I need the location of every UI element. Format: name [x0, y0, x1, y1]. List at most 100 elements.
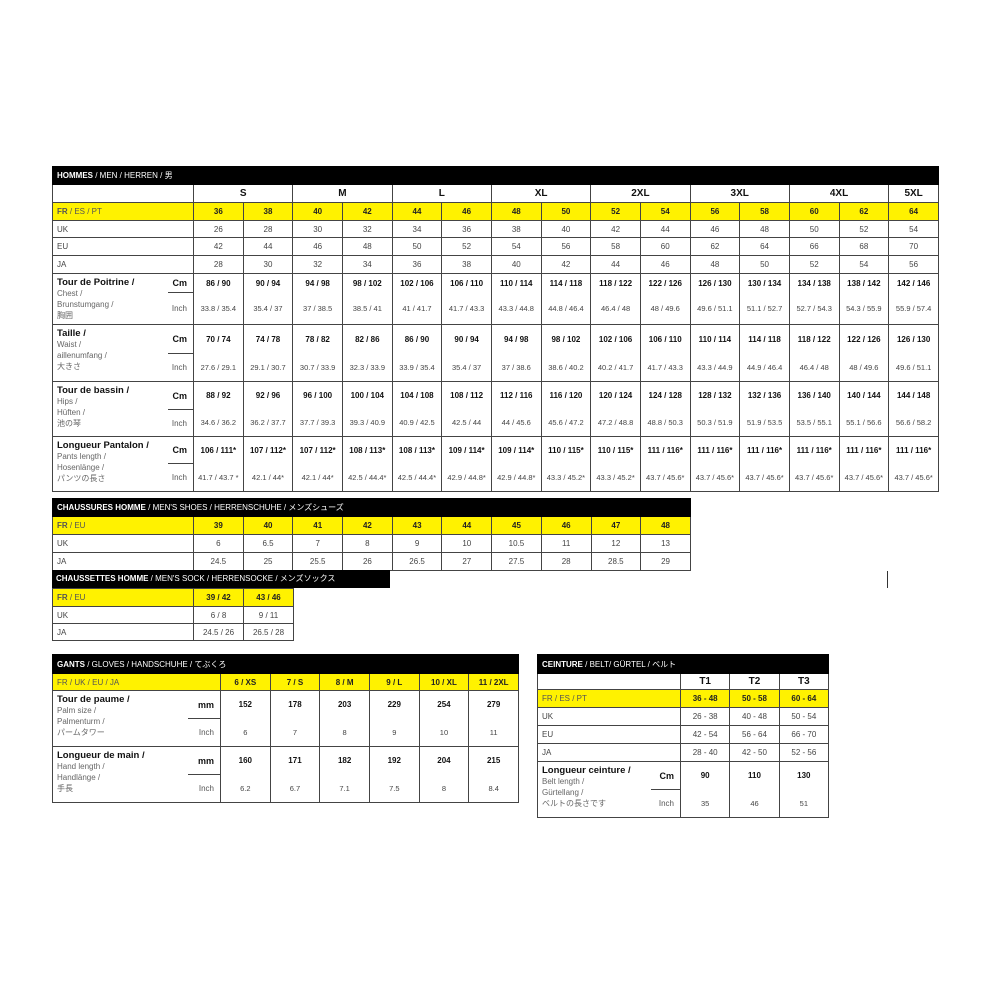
- size-cell: 64: [888, 202, 940, 221]
- measure-value: 100 / 104: [341, 381, 393, 410]
- measure-value-inch: 36.2 / 37.7: [242, 409, 294, 437]
- measure-value: 74 / 78: [242, 324, 294, 354]
- shoes-size-table: CHAUSSURES HOMME / MEN'S SHOES / HERRENS…: [52, 498, 691, 571]
- measure-value: 92 / 96: [242, 381, 294, 410]
- row-label: EU: [537, 725, 681, 744]
- size-cell: 58: [590, 237, 641, 256]
- row-label: UK: [52, 534, 194, 553]
- size-cell: 62: [689, 237, 741, 256]
- measure-value-inch: 8: [418, 774, 470, 803]
- size-cell: 30: [292, 220, 343, 238]
- measure-value: 144 / 148: [888, 381, 940, 410]
- measure-value-inch: 42.1 / 44*: [242, 463, 294, 492]
- measure-value: 114 / 118: [540, 272, 592, 293]
- section-title: CHAUSSURES HOMME: [57, 503, 146, 512]
- measure-subtitle: 手長: [57, 784, 73, 793]
- size-cell: 6 / XS: [220, 673, 271, 691]
- size-cell: 9 / 11: [243, 606, 295, 624]
- measure-value-inch: 52.7 / 54.3: [788, 292, 840, 325]
- row-label: UK: [537, 707, 681, 726]
- measure-row: Tour de Poitrine / Chest / Brunstumgang / 胸…: [52, 272, 940, 325]
- measure-value-inch: 44.8 / 46.4: [540, 292, 592, 325]
- measure-value: 96 / 100: [292, 381, 343, 410]
- measure-subtitle: Gürtellang /: [542, 788, 584, 797]
- size-group: 4XL: [788, 184, 890, 203]
- gloves-size-table: GANTS / GLOVES / HANDSCHUHE / てぶくろ FR / U…: [51, 654, 520, 803]
- size-cell: 9: [391, 534, 443, 553]
- measure-value-inch: 38.6 / 40.2: [540, 353, 592, 382]
- size-cell: 66: [788, 237, 840, 256]
- measure-value: 111 / 116*: [689, 436, 741, 464]
- size-cell: 40 - 48: [729, 707, 780, 726]
- size-group: XL: [490, 184, 592, 203]
- size-cell: 42: [193, 237, 244, 256]
- measure-value-inch: 30.7 / 33.9: [292, 353, 343, 382]
- size-cell: 34: [341, 255, 393, 274]
- measure-value: 122 / 126: [639, 272, 691, 293]
- size-group: T2: [729, 673, 780, 690]
- size-cell: 7 / S: [269, 673, 321, 691]
- size-cell: 28: [193, 255, 244, 274]
- size-cell: 70: [888, 237, 940, 256]
- measure-value: 136 / 140: [788, 381, 840, 410]
- measure-value: 90 / 94: [242, 272, 294, 293]
- measure-value-inch: 44 / 45.6: [490, 409, 542, 437]
- measure-value-inch: 37 / 38.6: [490, 353, 542, 382]
- size-cell: 46: [441, 202, 492, 221]
- measure-value-inch: 34.6 / 36.2: [193, 409, 244, 437]
- measure-value: 110: [729, 761, 780, 790]
- row-label: JA: [537, 743, 681, 762]
- size-cell: 27.5: [491, 552, 542, 571]
- size-cell: 52: [788, 255, 840, 274]
- measure-value-inch: 54.3 / 55.9: [838, 292, 890, 325]
- measure-value: 118 / 122: [590, 272, 641, 293]
- measure-subtitle: Hüften /: [57, 408, 86, 417]
- size-cell: 11 / 2XL: [468, 673, 520, 691]
- size-cell: 26.5: [391, 552, 443, 571]
- measure-value: 192: [368, 746, 420, 775]
- size-cell: 8: [342, 534, 393, 553]
- size-cell: 8 / M: [319, 673, 370, 691]
- measure-subtitle: 胸囲: [57, 311, 73, 320]
- measure-value-inch: 41 / 41.7: [391, 292, 443, 325]
- fr-size-row: FR / EU 39 40 41 42 43 44 45 46 47 48: [52, 516, 691, 535]
- measure-value: 204: [418, 746, 470, 775]
- measure-title: Tour de Poitrine /: [57, 277, 135, 288]
- measure-value-inch: 9: [368, 718, 420, 747]
- measure-row-inch: Inch 6.2 6.7 7.1 7.5 8 8.4: [53, 774, 520, 803]
- measure-value-inch: 53.5 / 55.1: [788, 409, 840, 437]
- measure-value-inch: 37.7 / 39.3: [292, 409, 343, 437]
- size-cell: 10: [441, 534, 493, 553]
- measure-value-inch: 41.7 / 43.3: [441, 292, 492, 325]
- section-title: HOMMES: [57, 171, 93, 180]
- measure-value-inch: 39.3 / 40.9: [341, 409, 393, 437]
- measure-value-inch: 6.2: [220, 774, 271, 803]
- size-row: UK 26 - 38 40 - 48 50 - 54: [537, 707, 830, 726]
- size-cell: 47: [590, 516, 642, 535]
- measure-row: Longueur de main / Hand length / Handlänge…: [52, 746, 520, 803]
- measure-subtitle: Pants length /: [57, 452, 106, 461]
- size-cell: 25: [242, 552, 294, 571]
- size-cell: 48: [739, 220, 790, 238]
- size-cell: 28 - 40: [679, 743, 731, 762]
- size-cell: 26: [342, 552, 393, 571]
- size-group: 3XL: [689, 184, 790, 203]
- size-cell: 44: [242, 237, 294, 256]
- size-cell: 34: [391, 220, 443, 238]
- row-label: FR / ES / PT: [537, 689, 681, 708]
- unit-label: Cm: [167, 324, 194, 354]
- measure-value: 203: [319, 690, 370, 719]
- size-cell: 29: [640, 552, 691, 571]
- measure-value: 82 / 86: [341, 324, 393, 354]
- unit-label: Inch: [187, 718, 221, 747]
- row-label: JA: [52, 255, 194, 274]
- size-cell: 60: [639, 237, 691, 256]
- size-cell: 42: [342, 516, 393, 535]
- measure-value: 107 / 112*: [242, 436, 294, 464]
- size-cell: 64: [739, 237, 790, 256]
- measure-value-inch: 32.3 / 33.9: [341, 353, 393, 382]
- size-cell: 46: [292, 237, 343, 256]
- size-row: JA 24.5 / 26 26.5 / 28: [51, 623, 295, 641]
- size-cell: 11: [540, 534, 592, 553]
- measure-value: 178: [269, 690, 321, 719]
